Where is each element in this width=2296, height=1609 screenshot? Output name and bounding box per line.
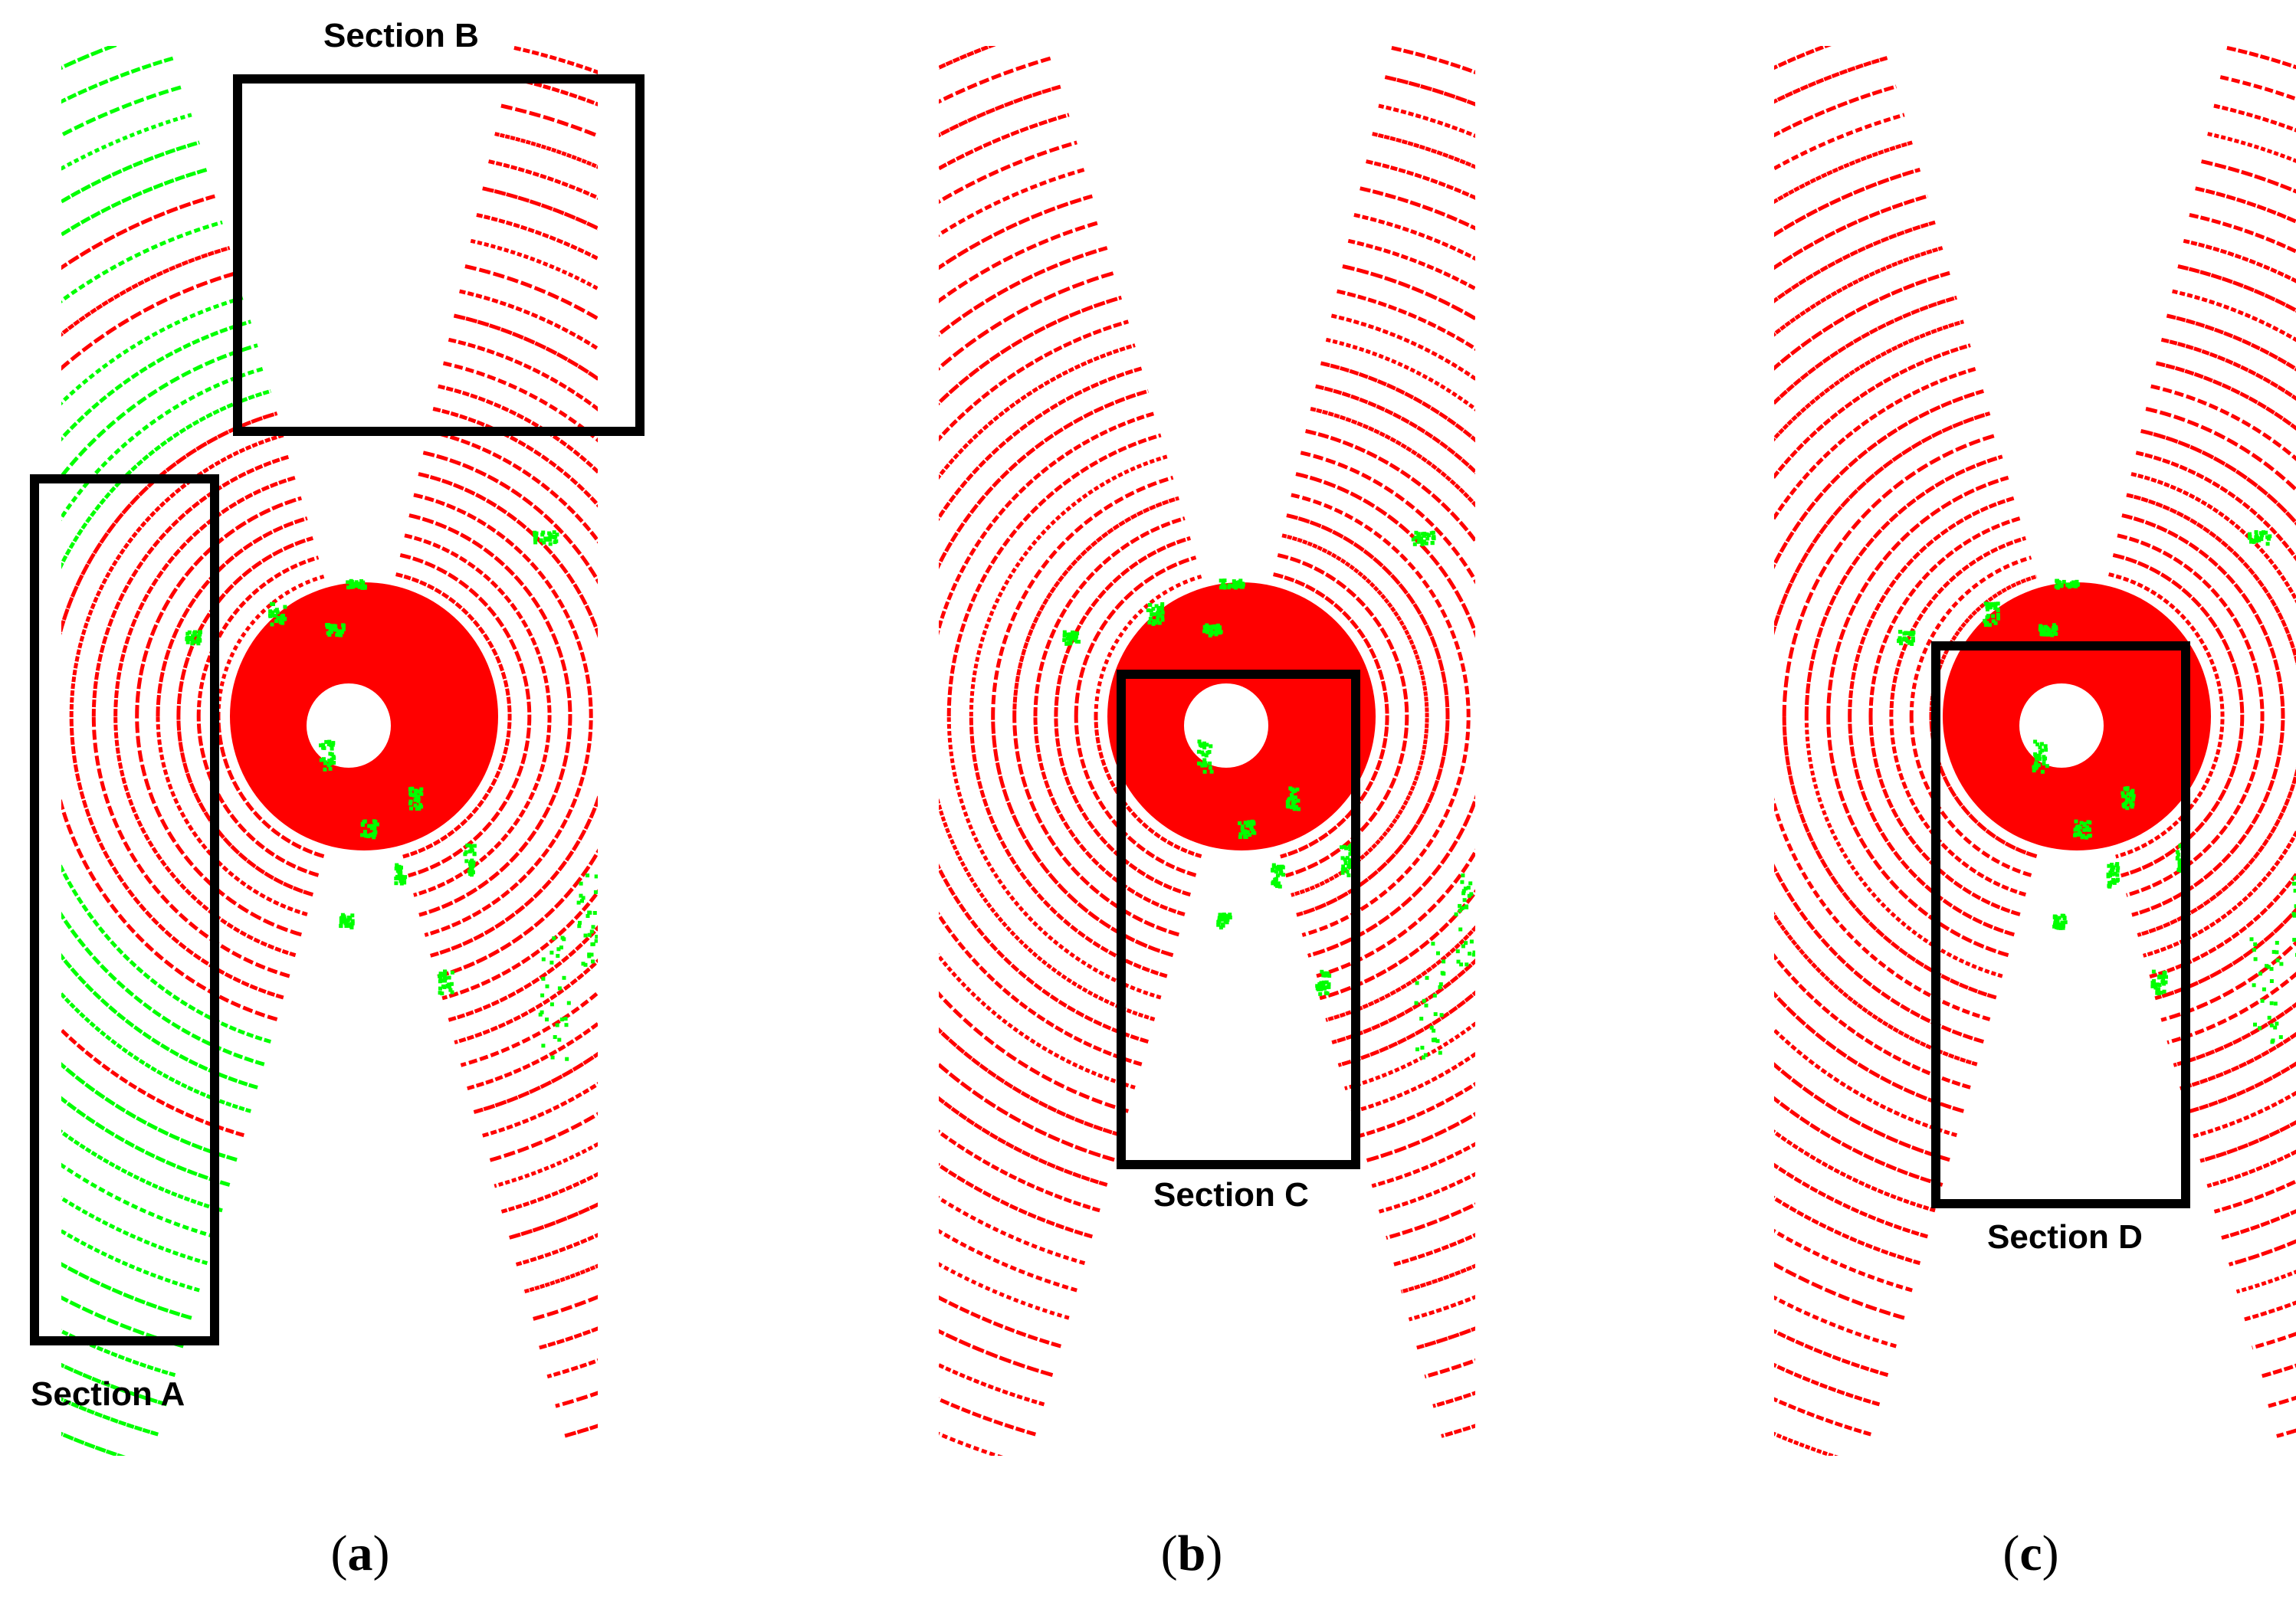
point-cloud-b <box>939 46 1475 1456</box>
caption-a: (a) <box>330 1525 390 1581</box>
caption-b: (b) <box>1160 1525 1223 1581</box>
caption-b-letter: b <box>1177 1525 1206 1581</box>
caption-c: (c) <box>2002 1525 2059 1581</box>
panel-b <box>893 0 1475 1456</box>
point-cloud-a <box>61 46 598 1456</box>
section-d-label: Section D <box>1987 1218 2143 1256</box>
section-b-label: Section B <box>323 17 479 54</box>
caption-a-letter: a <box>347 1525 373 1581</box>
caption-c-letter: c <box>2019 1525 2042 1581</box>
section-a-label: Section A <box>31 1375 185 1413</box>
panel-a <box>15 0 598 1456</box>
section-c-label: Section C <box>1153 1176 1309 1214</box>
